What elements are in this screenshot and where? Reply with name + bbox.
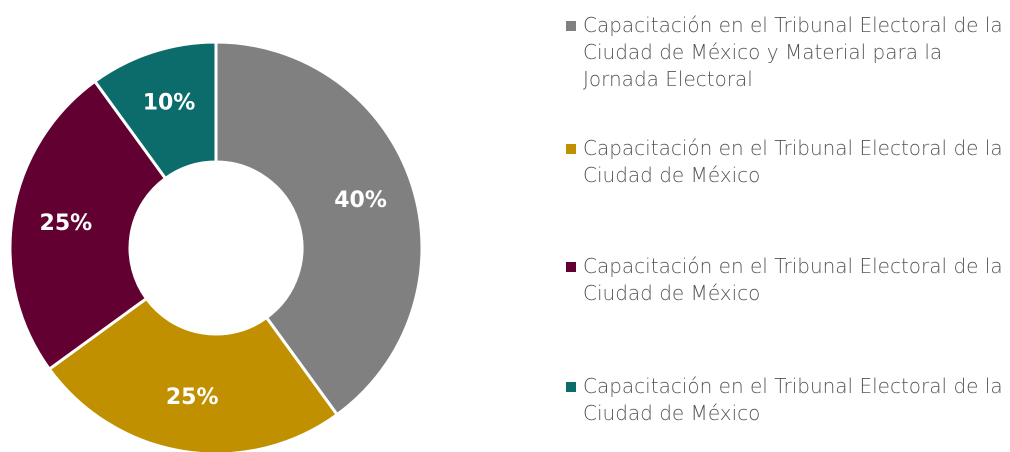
value-label: 25% — [40, 211, 93, 236]
legend-label: Capacitación en el Tribunal Electoral de… — [583, 374, 1003, 425]
legend-label: Capacitación en el Tribunal Electoral de… — [583, 136, 1003, 187]
value-label: 10% — [143, 90, 196, 115]
legend-item: Capacitación en el Tribunal Electoral de… — [566, 373, 1006, 427]
donut-segment — [8, 79, 168, 372]
legend-swatch — [566, 262, 576, 272]
donut-segment — [214, 40, 424, 417]
legend-label: Capacitación en el Tribunal Electoral de… — [583, 254, 1003, 305]
legend-item: Capacitación en el Tribunal Electoral de… — [566, 135, 1006, 189]
value-label: 25% — [166, 385, 219, 410]
legend-swatch — [566, 21, 576, 31]
value-label: 40% — [334, 188, 387, 213]
donut-segment — [92, 40, 218, 181]
legend-item: Capacitación en el Tribunal Electoral de… — [566, 253, 1006, 307]
legend-item: Capacitación en el Tribunal Electoral de… — [566, 12, 1006, 93]
legend-label: Capacitación en el Tribunal Electoral de… — [583, 13, 1003, 91]
donut-segment — [47, 296, 340, 452]
donut-chart: 40% 25% 25% 10% — [8, 40, 424, 452]
legend-swatch — [566, 144, 576, 154]
legend-swatch — [566, 382, 576, 392]
